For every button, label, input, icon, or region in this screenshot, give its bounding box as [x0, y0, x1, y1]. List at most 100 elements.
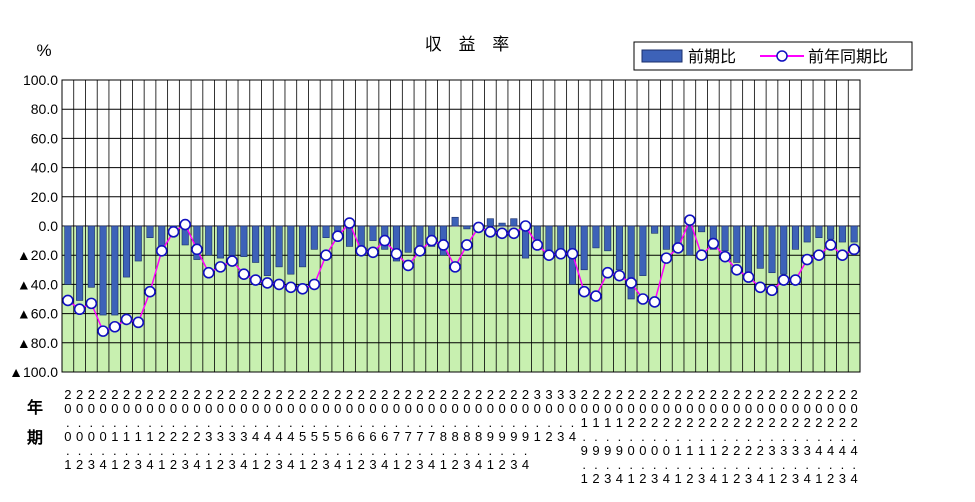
line-point — [625, 277, 637, 289]
x-tick-label: . — [406, 415, 410, 430]
x-tick-label: 6 — [369, 429, 376, 444]
x-tick-label: 0 — [733, 401, 740, 416]
x-tick-label: . — [841, 429, 845, 444]
bar — [299, 225, 307, 268]
x-tick-label: 0 — [88, 429, 95, 444]
line-point — [766, 284, 778, 297]
line-point — [273, 278, 285, 291]
x-tick-label: . — [301, 415, 305, 430]
x-tick-label: . — [477, 443, 481, 458]
x-tick-label: 1 — [581, 471, 588, 486]
x-tick-label: . — [465, 415, 469, 430]
bar — [392, 225, 400, 262]
x-tick-label: 2 — [452, 387, 459, 402]
x-tick-label: 2 — [322, 387, 329, 402]
x-tick-label: 4 — [334, 457, 341, 472]
x-tick-label: 2 — [393, 387, 400, 402]
bar — [651, 225, 659, 234]
line-point — [320, 249, 332, 261]
x-tick-label: 1 — [592, 415, 599, 430]
x-tick-label: 9 — [581, 443, 588, 458]
x-tick-label: . — [794, 429, 798, 444]
legend-bar-swatch — [641, 49, 683, 63]
x-tick-label: 0 — [604, 401, 611, 416]
x-tick-label: . — [442, 415, 446, 430]
x-tick-label: . — [817, 457, 821, 472]
x-tick-label: 1 — [487, 457, 494, 472]
x-tick-label: 2 — [264, 457, 271, 472]
x-tick-label: 0 — [170, 401, 177, 416]
x-tick-label: . — [207, 415, 211, 430]
x-tick-label: . — [711, 429, 715, 444]
x-tick-label: 2 — [674, 415, 681, 430]
x-tick-label: 0 — [827, 401, 834, 416]
x-tick-label: 0 — [674, 401, 681, 416]
y-tick-label: ▲60.0 — [17, 306, 58, 322]
x-tick-label: . — [794, 457, 798, 472]
x-tick-label: 2 — [381, 387, 388, 402]
x-tick-label: 0 — [240, 401, 247, 416]
x-tick-label: 8 — [440, 429, 447, 444]
x-tick-label: . — [453, 443, 457, 458]
x-tick-label: 0 — [721, 401, 728, 416]
x-tick-label: 0 — [428, 401, 435, 416]
x-tick-label: . — [219, 415, 223, 430]
x-tick-label: 2 — [745, 443, 752, 458]
x-tick-label: 0 — [452, 401, 459, 416]
x-tick-label: . — [183, 443, 187, 458]
x-tick-label: 2 — [710, 387, 717, 402]
x-tick-label: 2 — [170, 387, 177, 402]
x-tick-label: 6 — [381, 429, 388, 444]
line-point — [214, 261, 227, 273]
x-tick-label: . — [453, 415, 457, 430]
bar-series — [64, 216, 858, 316]
bar — [827, 225, 835, 240]
bar — [216, 225, 224, 259]
x-tick-label: 2 — [780, 415, 787, 430]
x-tick-label: 0 — [393, 401, 400, 416]
x-tick-label: 0 — [182, 401, 189, 416]
x-tick-label: . — [312, 415, 316, 430]
x-tick-label: . — [324, 415, 328, 430]
x-tick-label: 5 — [311, 429, 318, 444]
x-tick-label: . — [242, 443, 246, 458]
x-tick-label: 2 — [510, 387, 517, 402]
x-tick-label: . — [489, 443, 493, 458]
x-tick-label: . — [829, 429, 833, 444]
x-tick-label: 2 — [146, 387, 153, 402]
line-point — [144, 285, 156, 298]
x-tick-label: 0 — [651, 443, 658, 458]
x-tick-label: 1 — [146, 429, 153, 444]
x-tick-label: 5 — [334, 429, 341, 444]
x-tick-label: . — [183, 415, 187, 430]
line-point — [531, 239, 544, 251]
x-tick-label: . — [78, 443, 82, 458]
bar — [146, 225, 154, 238]
x-tick-label: 0 — [768, 401, 775, 416]
bar — [123, 225, 131, 278]
x-tick-label: 2 — [135, 387, 142, 402]
y-tick-label: 0.0 — [39, 218, 59, 234]
x-tick-label: 2 — [733, 415, 740, 430]
x-tick-label: 2 — [639, 471, 646, 486]
x-tick-label: 1 — [393, 457, 400, 472]
bar — [791, 225, 799, 250]
bar — [662, 225, 670, 250]
x-tick-label: . — [219, 443, 223, 458]
x-tick-label: 0 — [663, 443, 670, 458]
bar — [111, 225, 119, 316]
line-point — [378, 234, 391, 247]
bar — [838, 225, 846, 243]
x-tick-label: 2 — [440, 387, 447, 402]
bar — [76, 225, 84, 301]
x-tick-label: . — [254, 415, 258, 430]
x-tick-label: 2 — [64, 387, 71, 402]
x-tick-label: 0 — [381, 401, 388, 416]
x-tick-label: 0 — [792, 401, 799, 416]
x-tick-label: . — [312, 443, 316, 458]
x-tick-label: 8 — [452, 429, 459, 444]
x-tick-label: 3 — [240, 429, 247, 444]
x-tick-label: . — [207, 443, 211, 458]
x-tick-label: 2 — [498, 387, 505, 402]
y-axis-label: % — [36, 41, 51, 60]
